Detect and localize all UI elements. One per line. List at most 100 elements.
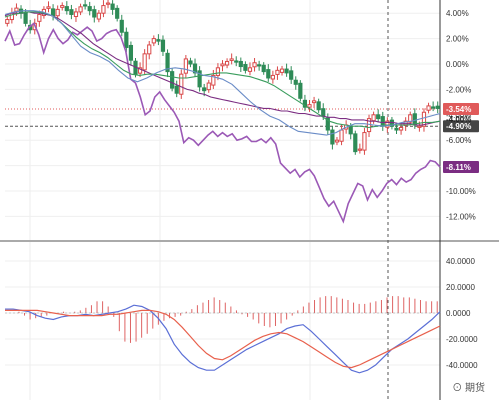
partial-tick-label: -4.00%	[446, 115, 471, 124]
candle-body	[5, 19, 10, 24]
candle-body	[160, 39, 166, 52]
candle-body	[289, 70, 294, 80]
price-tick-label: -2.00%	[446, 85, 471, 94]
candle-body	[224, 60, 230, 66]
candle-body	[179, 73, 184, 95]
candle-body	[398, 127, 404, 131]
candle-body	[252, 62, 257, 68]
candle-body	[302, 99, 308, 108]
value-badge-label: -3.54%	[446, 105, 471, 114]
candle-body	[128, 44, 134, 61]
candle-body	[105, 2, 111, 5]
candle-body	[55, 8, 60, 17]
candle-body	[348, 126, 353, 135]
candle-body	[87, 6, 92, 12]
candle-body	[119, 19, 124, 33]
candle-body	[14, 7, 19, 12]
price-tick-label: -10.00%	[446, 187, 476, 196]
candle-body	[78, 6, 83, 13]
candle-body	[417, 125, 422, 128]
macd-tick-label: 20.0000	[446, 283, 475, 292]
candle-body	[421, 111, 427, 127]
candle-body	[64, 6, 69, 12]
candle-body	[279, 68, 285, 73]
candle-body	[284, 68, 289, 74]
candle-body	[165, 52, 170, 73]
price-tick-label: -4.00%	[446, 111, 471, 120]
value-badge	[443, 102, 479, 115]
candle-body	[50, 8, 56, 17]
watermark-label: ⊙ 期货	[452, 383, 485, 394]
candle-body	[426, 105, 431, 111]
candle-body	[206, 82, 211, 91]
candle-body	[394, 127, 399, 131]
candle-body	[46, 6, 51, 9]
candle-body	[83, 4, 88, 7]
value-badge-label: -4.90%	[446, 122, 471, 131]
candle-body	[188, 60, 193, 65]
candle-body	[101, 5, 106, 14]
candle-body	[110, 3, 115, 10]
candle-body	[211, 74, 216, 86]
macd-tick-label: -40.0000	[446, 361, 478, 370]
candle-body	[174, 85, 179, 94]
candle-body	[330, 129, 335, 145]
candle-body	[69, 9, 74, 15]
candle-body	[142, 53, 147, 71]
overlay-line-0	[4, 22, 441, 224]
candle-body	[334, 139, 340, 143]
candle-body	[389, 119, 395, 127]
candle-body	[357, 148, 362, 151]
candle-body	[321, 108, 326, 117]
candle-body	[96, 12, 101, 20]
candle-body	[311, 100, 317, 104]
candle-body	[170, 71, 175, 89]
overlay-line-2	[4, 11, 441, 129]
candle-body	[385, 120, 390, 128]
candle-body	[151, 38, 156, 44]
candle-body	[192, 63, 198, 74]
candle-body	[293, 79, 298, 85]
price-tick-label: 4.00%	[446, 9, 469, 18]
candle-body	[307, 104, 312, 108]
candle-body	[234, 60, 239, 63]
overlay-line-1	[4, 11, 441, 126]
price-tick-label: -6.00%	[446, 136, 471, 145]
price-tick-label: -12.00%	[446, 212, 476, 221]
candle-body	[124, 31, 129, 48]
candle-body	[362, 132, 367, 151]
candle-body	[376, 114, 381, 120]
candle-body	[238, 60, 243, 68]
candle-body	[247, 67, 253, 72]
candle-body	[316, 101, 321, 111]
candle-body	[156, 39, 161, 42]
value-badge	[443, 120, 479, 133]
candle-body	[243, 64, 248, 71]
macd-tick-label: 40.0000	[446, 257, 475, 266]
candle-body	[215, 67, 221, 76]
candle-body	[435, 105, 440, 109]
candle-body	[431, 106, 436, 109]
candle-body	[147, 44, 152, 55]
overlay-line-3	[4, 10, 441, 136]
candle-body	[353, 133, 358, 153]
candle-body	[23, 11, 28, 24]
candle-body	[275, 69, 280, 75]
value-badge-label: -8.11%	[446, 163, 471, 172]
candle-body	[73, 11, 79, 18]
macd-tick-label: -20.0000	[446, 335, 478, 344]
price-tick-label: 2.00%	[446, 35, 469, 44]
candle-body	[229, 58, 234, 61]
candle-body	[197, 70, 202, 88]
macd-dea-line	[5, 309, 441, 369]
price-tick-label: 0.00%	[446, 60, 469, 69]
candle-body	[325, 117, 330, 131]
candle-body	[266, 69, 271, 79]
candle-body	[183, 58, 188, 74]
candle-body	[37, 13, 42, 22]
candle-body	[202, 87, 207, 92]
candle-body	[371, 114, 376, 122]
candle-body	[92, 9, 97, 18]
candle-body	[408, 114, 413, 123]
